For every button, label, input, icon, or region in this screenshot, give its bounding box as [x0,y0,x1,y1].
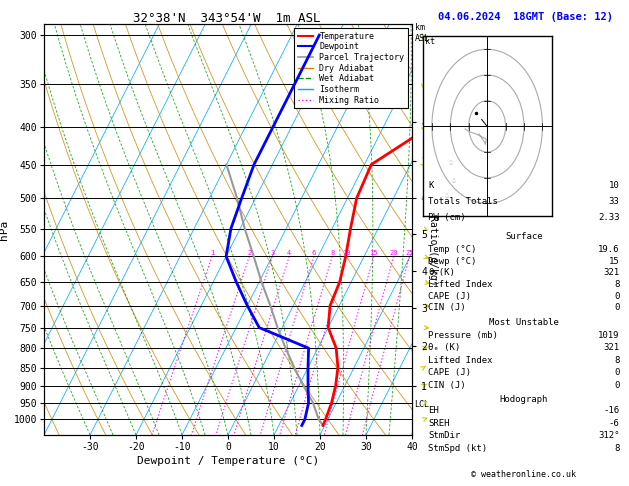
Legend: Temperature, Dewpoint, Parcel Trajectory, Dry Adiabat, Wet Adiabat, Isotherm, Mi: Temperature, Dewpoint, Parcel Trajectory… [294,29,408,108]
Text: CAPE (J): CAPE (J) [428,368,472,377]
Text: 3: 3 [270,250,274,256]
Text: θₑ (K): θₑ (K) [428,344,460,352]
Text: 15: 15 [370,250,378,256]
Text: 33: 33 [609,197,620,206]
Text: θₑ(K): θₑ(K) [428,268,455,278]
Text: 8: 8 [614,356,620,365]
Text: 0: 0 [614,292,620,300]
Text: 321: 321 [603,344,620,352]
Text: Surface: Surface [505,231,543,241]
Text: 32°38'N  343°54'W  1m ASL: 32°38'N 343°54'W 1m ASL [133,12,320,25]
Text: © weatheronline.co.uk: © weatheronline.co.uk [472,469,576,479]
Y-axis label: hPa: hPa [0,220,9,240]
Text: CAPE (J): CAPE (J) [428,292,472,300]
Text: Lifted Index: Lifted Index [428,280,493,289]
Text: StmSpd (kt): StmSpd (kt) [428,444,487,452]
Text: 6: 6 [312,250,316,256]
Text: 10: 10 [609,181,620,190]
Text: 8: 8 [330,250,335,256]
Text: 0: 0 [614,368,620,377]
Text: Hodograph: Hodograph [500,395,548,404]
Text: EH: EH [428,406,439,416]
Text: CIN (J): CIN (J) [428,303,466,312]
Text: ☃: ☃ [445,193,448,199]
Text: 19.6: 19.6 [598,245,620,254]
Y-axis label: Mixing Ratio (g/kg): Mixing Ratio (g/kg) [428,174,438,285]
Text: Temp (°C): Temp (°C) [428,245,477,254]
Text: CIN (J): CIN (J) [428,381,466,390]
Text: ☃: ☃ [452,178,456,184]
Text: 321: 321 [603,268,620,278]
Text: kt: kt [425,37,435,46]
Text: 2: 2 [247,250,252,256]
Text: 04.06.2024  18GMT (Base: 12): 04.06.2024 18GMT (Base: 12) [438,12,613,22]
Text: Dewp (°C): Dewp (°C) [428,257,477,266]
Text: ☃: ☃ [448,160,452,166]
Text: 0: 0 [614,303,620,312]
Text: 8: 8 [614,280,620,289]
Text: SREH: SREH [428,419,450,428]
Text: StmDir: StmDir [428,431,460,440]
Text: Lifted Index: Lifted Index [428,356,493,365]
Text: 15: 15 [609,257,620,266]
Text: 312°: 312° [598,431,620,440]
Text: Totals Totals: Totals Totals [428,197,498,206]
Text: 1: 1 [210,250,214,256]
Text: km
ASL: km ASL [415,23,430,43]
Text: 8: 8 [614,444,620,452]
Text: Most Unstable: Most Unstable [489,318,559,327]
Text: Pressure (mb): Pressure (mb) [428,331,498,340]
Text: 20: 20 [389,250,398,256]
Text: PW (cm): PW (cm) [428,213,466,223]
Text: 25: 25 [405,250,414,256]
Text: 2.33: 2.33 [598,213,620,223]
Text: 0: 0 [614,381,620,390]
X-axis label: Dewpoint / Temperature (°C): Dewpoint / Temperature (°C) [137,456,319,466]
Text: K: K [428,181,434,190]
Text: LCL: LCL [415,400,430,409]
Text: -16: -16 [603,406,620,416]
Text: -6: -6 [609,419,620,428]
Text: 4: 4 [287,250,291,256]
Text: 10: 10 [342,250,351,256]
Text: 1019: 1019 [598,331,620,340]
